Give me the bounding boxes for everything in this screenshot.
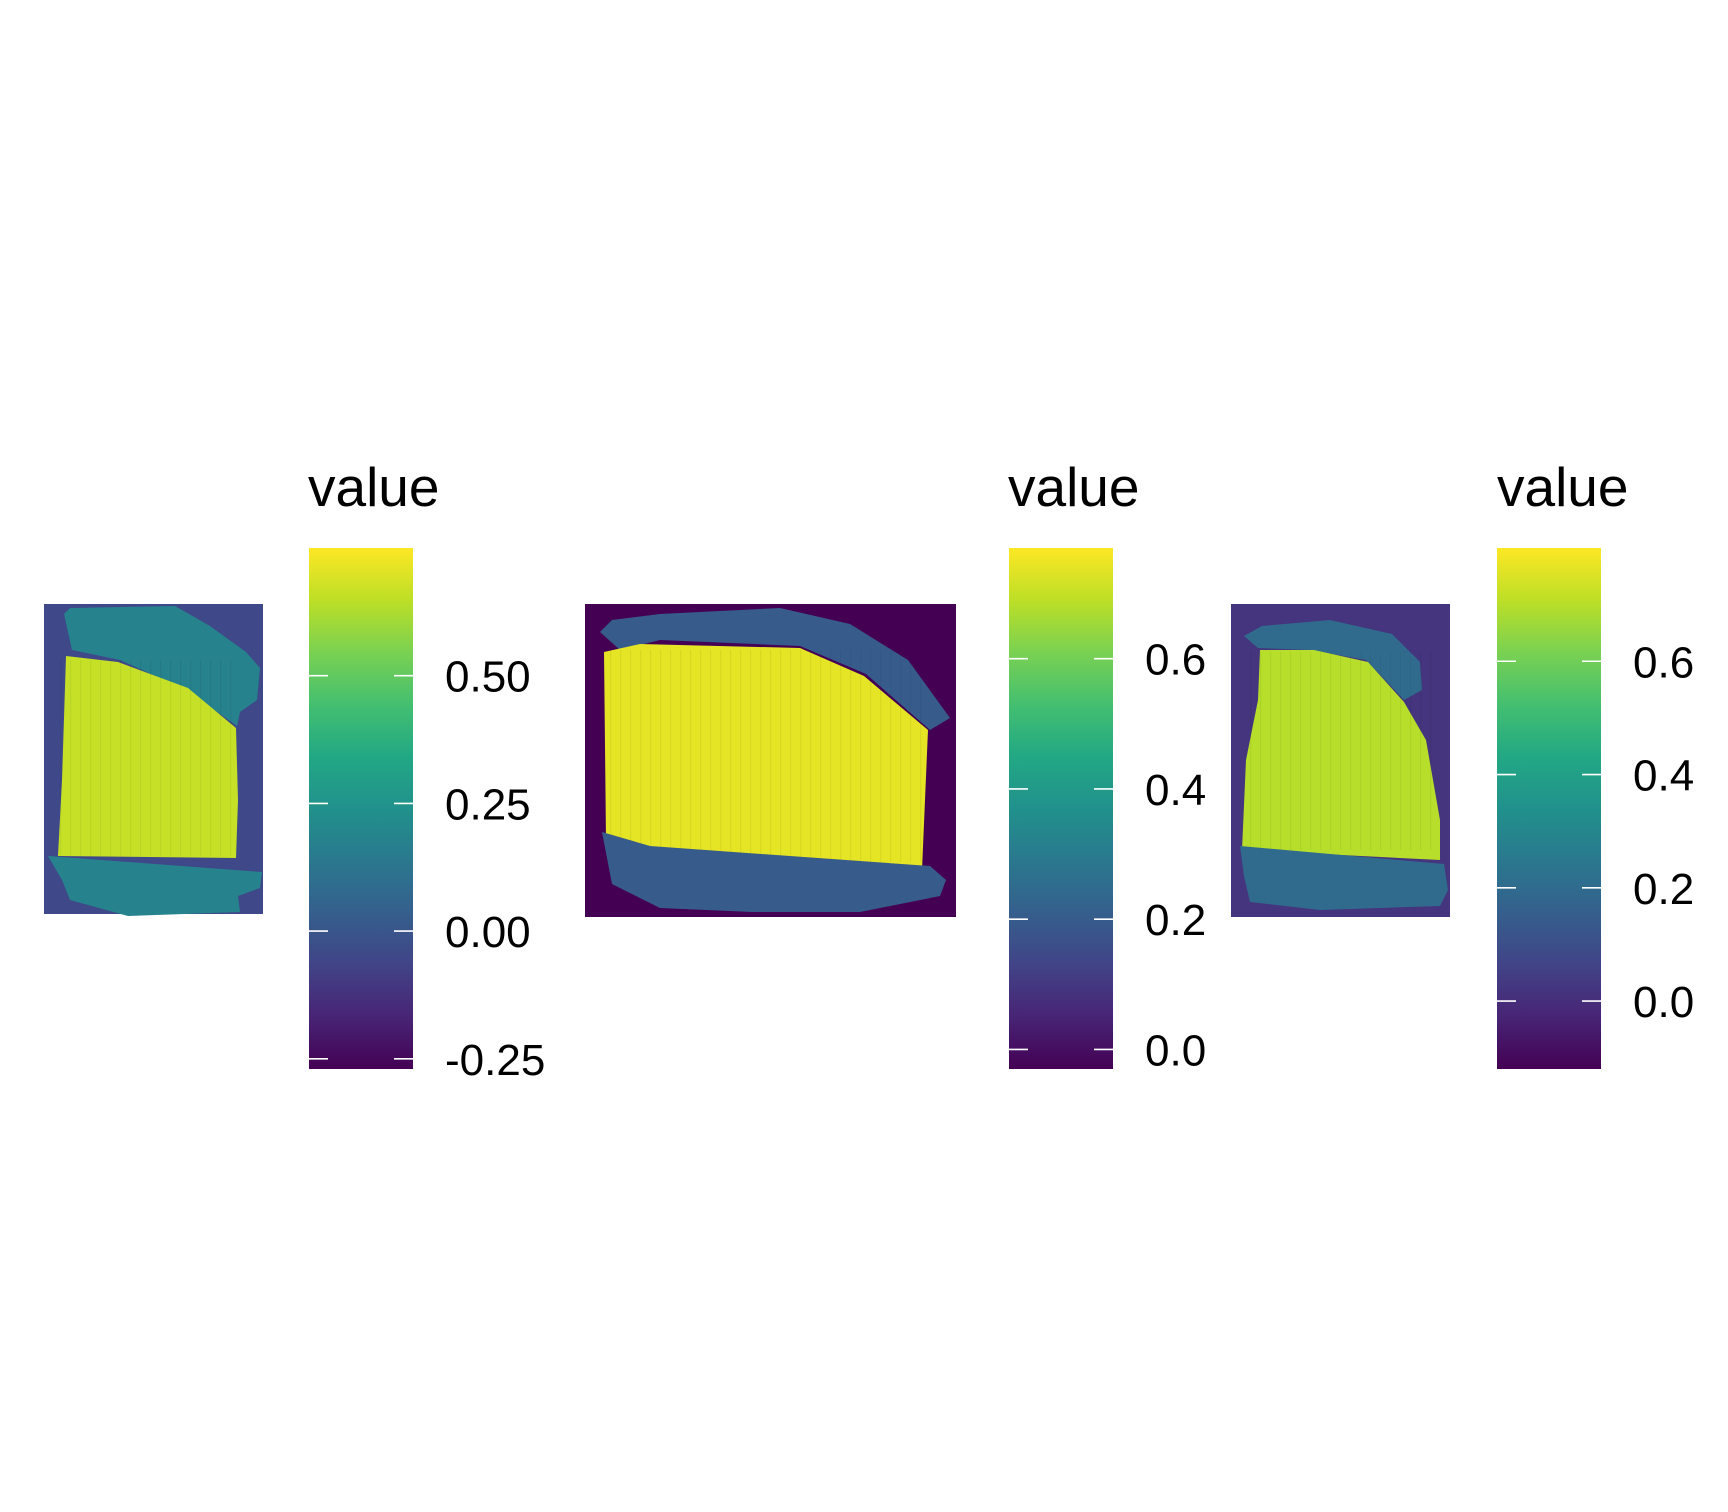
- raster-map-3: [1231, 604, 1450, 917]
- colorbar-1-tick-label-3: 0.25: [445, 780, 531, 829]
- colorbar-3-gradient: [1497, 548, 1601, 1069]
- colorbar-2-tick-label-4: 0.6: [1145, 636, 1206, 685]
- raster-map-2: [585, 604, 956, 917]
- legend-2-title: value: [1008, 456, 1139, 518]
- colorbar-1-tick-label-1: -0.25: [445, 1036, 545, 1085]
- colorbar-2-ticks: 0.0 0.2 0.4 0.6: [1009, 636, 1206, 1075]
- colorbar-1-gradient: [309, 548, 413, 1069]
- raster-2-stripes: [604, 650, 926, 862]
- colorbar-2-gradient: [1009, 548, 1113, 1069]
- colorbar-1-tick-label-2: 0.00: [445, 908, 531, 957]
- colorbar-2-tick-label-2: 0.2: [1145, 896, 1206, 945]
- colorbar-3: value 0.0 0.2 0.4 0.6: [1497, 456, 1694, 1069]
- colorbar-3-ticks: 0.0 0.2 0.4 0.6: [1497, 638, 1694, 1027]
- colorbar-2: value 0.0 0.2 0.4 0.6: [1008, 456, 1206, 1075]
- legend-1-title: value: [308, 456, 439, 518]
- colorbar-1-tick-label-4: 0.50: [445, 653, 531, 702]
- raster-2-edge-band: [600, 608, 950, 730]
- colorbar-3-tick-label-1: 0.0: [1633, 978, 1694, 1027]
- panel-3: value 0.0 0.2 0.4 0.6: [1231, 456, 1694, 1069]
- colorbar-2-tick-label-3: 0.4: [1145, 766, 1206, 815]
- raster-3-edge-band: [1244, 620, 1422, 700]
- colorbar-2-tick-label-1: 0.0: [1145, 1026, 1206, 1075]
- raster-3-stripes: [1244, 652, 1440, 850]
- raster-1-stripes: [58, 660, 238, 856]
- colorbar-1: value -0.25 0.00 0.25 0.50: [308, 456, 545, 1085]
- raster-1-bottom-band: [48, 856, 262, 916]
- legend-3-title: value: [1497, 456, 1628, 518]
- panel-1: value -0.25 0.00 0.25 0.50: [44, 456, 545, 1085]
- colorbar-3-tick-label-2: 0.2: [1633, 865, 1694, 914]
- raster-2-bottom-band: [602, 832, 946, 912]
- colorbar-3-tick-label-3: 0.4: [1633, 752, 1694, 801]
- raster-map-1: [44, 604, 263, 916]
- colorbar-1-ticks: -0.25 0.00 0.25 0.50: [309, 653, 545, 1085]
- raster-3-bottom-band: [1240, 846, 1448, 910]
- panel-2: value 0.0 0.2 0.4 0.6: [585, 456, 1206, 1075]
- colorbar-3-tick-label-4: 0.6: [1633, 638, 1694, 687]
